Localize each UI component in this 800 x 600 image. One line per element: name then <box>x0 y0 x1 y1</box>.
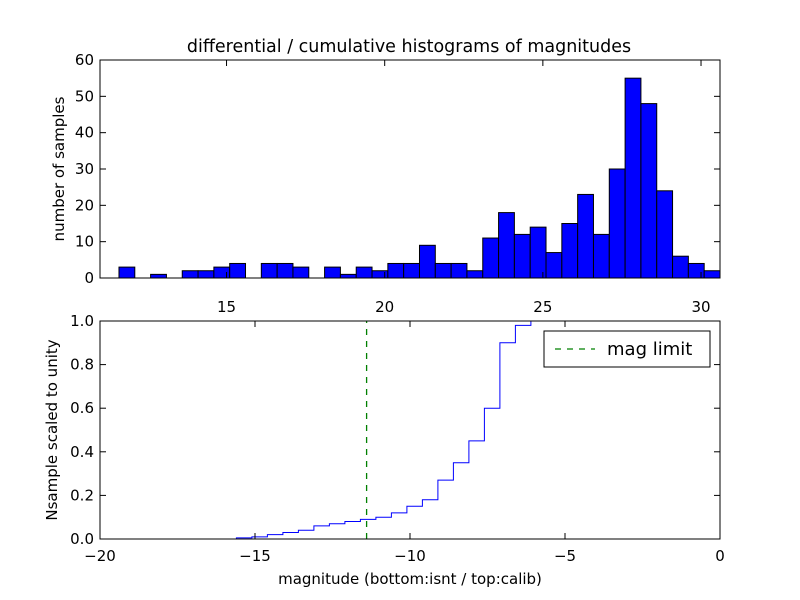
bottom-x-tick-label: −5 <box>554 547 576 565</box>
histogram-bar <box>150 273 167 279</box>
histogram-bar <box>181 270 199 279</box>
histogram-bar <box>260 262 278 279</box>
histogram-bar <box>577 193 594 279</box>
top-y-tick-label: 40 <box>75 124 94 142</box>
histogram-bar <box>450 262 468 279</box>
top-y-tick-label: 30 <box>75 160 94 178</box>
histogram-bar <box>561 223 579 279</box>
top-y-tick-label: 0 <box>84 269 94 287</box>
bottom-y-tick-label: 0.0 <box>70 530 94 548</box>
histogram-bar <box>197 270 215 279</box>
histogram-bar <box>545 252 563 279</box>
top-x-tick-label: 25 <box>533 298 552 316</box>
legend: mag limit <box>543 330 711 368</box>
bottom-y-tick-label: 0.6 <box>70 399 94 417</box>
histogram-bar <box>292 266 310 279</box>
histogram-bar <box>324 266 341 279</box>
bottom-y-tick-label: 1.0 <box>70 312 94 330</box>
top-y-tick-label: 50 <box>75 87 94 105</box>
histogram-bar <box>672 255 689 279</box>
bottom-x-tick-label: −10 <box>394 547 426 565</box>
bottom-x-tick-label: 0 <box>715 547 725 565</box>
top-x-tick-label: 15 <box>217 298 236 316</box>
histogram-bar <box>355 266 373 279</box>
top-y-tick-label: 20 <box>75 196 94 214</box>
bottom-x-axis-label: magnitude (bottom:isnt / top:calib) <box>278 570 542 588</box>
top-x-tick-label: 20 <box>375 298 394 316</box>
histogram-bar <box>387 262 405 279</box>
bottom-x-tick-label: −20 <box>84 547 116 565</box>
cumulative-step-line <box>131 320 720 540</box>
histogram-bar <box>592 233 610 279</box>
histogram-bar <box>276 262 294 279</box>
chart-title: differential / cumulative histograms of … <box>187 37 631 57</box>
top-histogram-panel: differential / cumulative histograms of … <box>50 37 721 316</box>
bottom-y-tick-label: 0.4 <box>70 443 94 461</box>
top-y-tick-label: 60 <box>75 51 94 69</box>
histogram-bar <box>687 262 705 279</box>
histogram-bar <box>466 270 484 279</box>
histogram-bar <box>498 212 515 279</box>
bottom-y-tick-label: 0.8 <box>70 356 94 374</box>
top-y-tick-label: 10 <box>75 233 94 251</box>
histogram-bar <box>213 266 231 279</box>
bottom-y-ticks: 0.0 0.2 0.4 0.6 0.8 1.0 <box>70 312 720 548</box>
top-x-ticks: 15 20 25 30 <box>217 60 711 316</box>
histogram-bar <box>418 244 436 279</box>
top-y-ticks: 0 10 20 30 40 50 60 <box>75 51 720 287</box>
histogram-bar <box>624 77 642 279</box>
top-x-tick-label: 30 <box>691 298 710 316</box>
bottom-x-ticks: −20 −15 −10 −5 0 <box>84 321 725 565</box>
histogram-bars <box>118 77 721 279</box>
histogram-bar <box>656 190 674 279</box>
bottom-y-tick-label: 0.2 <box>70 486 94 504</box>
histogram-bar <box>229 262 247 279</box>
top-y-axis-label: number of samples <box>50 96 68 241</box>
histogram-bar <box>339 273 357 279</box>
histogram-bar <box>403 262 420 279</box>
bottom-y-axis-label: Nsample scaled to unity <box>43 339 61 520</box>
histogram-bar <box>640 103 658 279</box>
histogram-bar <box>529 226 547 279</box>
histogram-bar <box>118 266 136 279</box>
histogram-bar <box>513 233 531 279</box>
histogram-bar <box>434 262 452 279</box>
histogram-bar <box>703 270 721 279</box>
histogram-bar <box>482 237 500 279</box>
histogram-bar <box>608 168 626 279</box>
bottom-x-tick-label: −15 <box>239 547 271 565</box>
bottom-cumulative-panel: −20 −15 −10 −5 0 0.0 0.2 0.4 0.6 0.8 1.0 Nsample … <box>43 312 725 588</box>
histogram-bar <box>371 270 389 279</box>
legend-label-mag-limit: mag limit <box>607 339 692 360</box>
